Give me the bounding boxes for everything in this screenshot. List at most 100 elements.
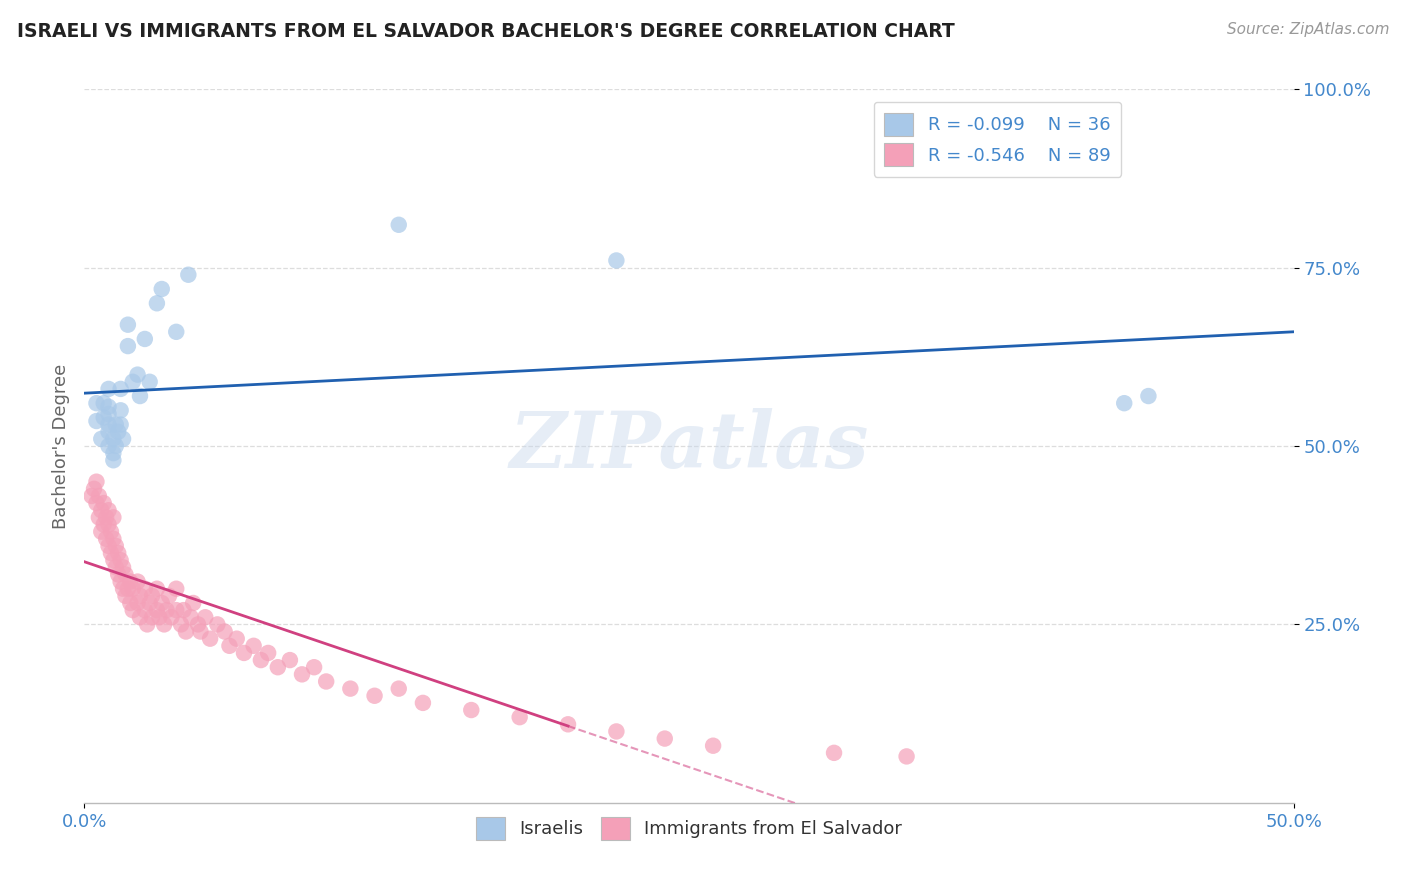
Point	[127, 574, 149, 589]
Point	[138, 375, 160, 389]
Point	[97, 439, 120, 453]
Point	[180, 610, 202, 624]
Point	[267, 660, 290, 674]
Point	[150, 282, 173, 296]
Point	[225, 632, 247, 646]
Point	[107, 425, 129, 439]
Point	[165, 325, 187, 339]
Point	[97, 425, 120, 439]
Point	[114, 567, 136, 582]
Point	[114, 589, 136, 603]
Point	[157, 589, 180, 603]
Point	[90, 432, 112, 446]
Point	[87, 510, 110, 524]
Point	[160, 610, 183, 624]
Point	[110, 574, 132, 589]
Point	[460, 703, 482, 717]
Point	[107, 567, 129, 582]
Text: Source: ZipAtlas.com: Source: ZipAtlas.com	[1226, 22, 1389, 37]
Point	[103, 510, 125, 524]
Point	[605, 253, 627, 268]
Point	[412, 696, 434, 710]
Point	[150, 596, 173, 610]
Point	[1114, 396, 1136, 410]
Point	[93, 517, 115, 532]
Point	[86, 496, 108, 510]
Point	[97, 539, 120, 553]
Point	[110, 382, 132, 396]
Point	[174, 624, 197, 639]
Point	[134, 603, 156, 617]
Point	[86, 414, 108, 428]
Point	[121, 603, 143, 617]
Point	[103, 432, 125, 446]
Point	[94, 532, 117, 546]
Point	[103, 453, 125, 467]
Point	[129, 610, 152, 624]
Point	[250, 653, 273, 667]
Point	[103, 532, 125, 546]
Point	[291, 667, 314, 681]
Point	[107, 546, 129, 560]
Point	[146, 582, 169, 596]
Point	[141, 589, 163, 603]
Point	[278, 653, 301, 667]
Point	[104, 560, 127, 574]
Point	[83, 482, 105, 496]
Point	[97, 407, 120, 421]
Point	[127, 368, 149, 382]
Point	[112, 560, 135, 574]
Point	[104, 439, 127, 453]
Point	[181, 596, 204, 610]
Point	[177, 268, 200, 282]
Point	[823, 746, 845, 760]
Text: ZIPatlas: ZIPatlas	[509, 408, 869, 484]
Point	[110, 417, 132, 432]
Point	[93, 396, 115, 410]
Point	[218, 639, 240, 653]
Point	[148, 610, 170, 624]
Point	[121, 375, 143, 389]
Point	[87, 489, 110, 503]
Point	[117, 582, 139, 596]
Point	[233, 646, 256, 660]
Point	[117, 318, 139, 332]
Point	[136, 617, 159, 632]
Point	[97, 400, 120, 414]
Point	[97, 503, 120, 517]
Point	[153, 617, 176, 632]
Legend: Israelis, Immigrants from El Salvador: Israelis, Immigrants from El Salvador	[468, 810, 910, 847]
Point	[86, 396, 108, 410]
Point	[194, 610, 217, 624]
Point	[165, 582, 187, 596]
Point	[207, 617, 229, 632]
Point	[198, 632, 221, 646]
Point	[100, 524, 122, 539]
Point	[146, 603, 169, 617]
Point	[121, 582, 143, 596]
Point	[315, 674, 337, 689]
Point	[100, 546, 122, 560]
Point	[187, 617, 209, 632]
Point	[165, 603, 187, 617]
Point	[110, 553, 132, 567]
Point	[146, 296, 169, 310]
Point	[702, 739, 724, 753]
Y-axis label: Bachelor's Degree: Bachelor's Degree	[52, 363, 70, 529]
Point	[97, 517, 120, 532]
Point	[90, 503, 112, 517]
Point	[129, 589, 152, 603]
Point	[605, 724, 627, 739]
Point	[134, 332, 156, 346]
Point	[93, 410, 115, 425]
Point	[104, 417, 127, 432]
Point	[90, 524, 112, 539]
Point	[120, 574, 142, 589]
Point	[654, 731, 676, 746]
Text: ISRAELI VS IMMIGRANTS FROM EL SALVADOR BACHELOR'S DEGREE CORRELATION CHART: ISRAELI VS IMMIGRANTS FROM EL SALVADOR B…	[17, 22, 955, 41]
Point	[388, 218, 411, 232]
Point	[363, 689, 385, 703]
Point	[173, 603, 195, 617]
Point	[141, 610, 163, 624]
Point	[155, 603, 177, 617]
